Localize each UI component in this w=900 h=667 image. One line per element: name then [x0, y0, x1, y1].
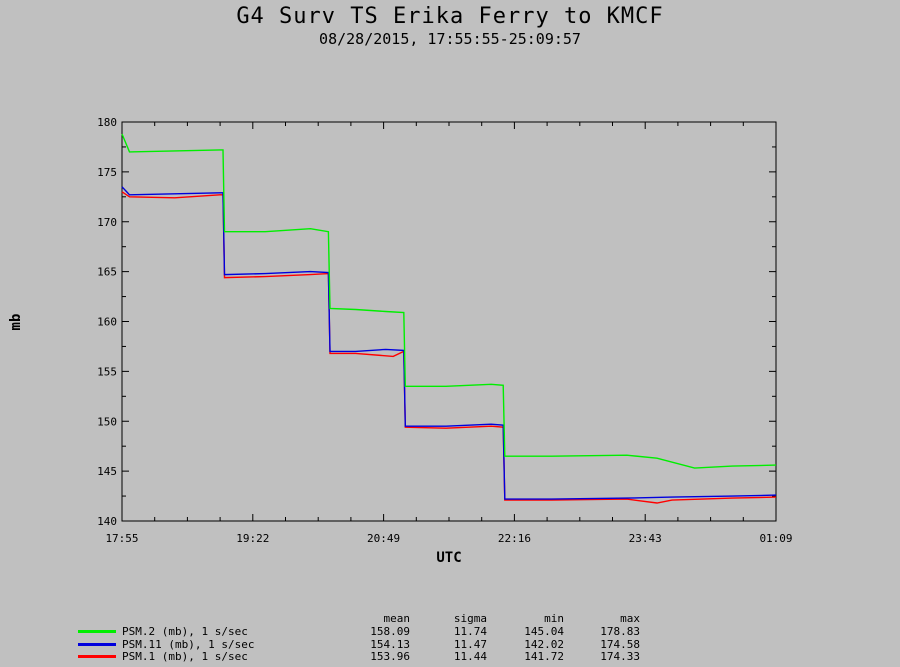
x-tick-label: 22:16	[498, 532, 531, 545]
legend-row: PSM.1 (mb), 1 s/sec 153.96 11.44 141.72 …	[0, 650, 900, 663]
stat-max: 178.83	[600, 625, 640, 638]
line-chart: 140 145 150 155 160 165 170 175 180 17:55 19:22 20:…	[8, 116, 793, 566]
x-tick-label: 19:22	[236, 532, 269, 545]
statistics-legend: mean sigma min max PSM.2 (mb), 1 s/sec 1…	[0, 610, 900, 667]
y-tick-label: 140	[97, 515, 117, 528]
legend-swatch	[78, 643, 116, 646]
series-line	[121, 133, 777, 469]
axes: 140 145 150 155 160 165 170 175 180 17:55 19:22 20:…	[97, 116, 792, 545]
y-tick-label: 165	[97, 266, 117, 279]
legend-label: PSM.1 (mb), 1 s/sec	[122, 650, 248, 663]
y-tick-label: 170	[97, 216, 117, 229]
y-tick-label: 180	[97, 116, 117, 129]
x-tick-label: 23:43	[629, 532, 662, 545]
y-axis-title: mb	[8, 314, 24, 331]
legend-label: PSM.11 (mb), 1 s/sec	[122, 638, 255, 651]
plot-area	[121, 121, 777, 522]
y-tick-label: 160	[97, 316, 117, 329]
legend-label: PSM.2 (mb), 1 s/sec	[122, 625, 248, 638]
legend-swatch	[78, 630, 116, 633]
y-tick-label: 155	[97, 365, 117, 378]
x-tick-label: 01:09	[759, 532, 792, 545]
stat-min: 145.04	[524, 625, 564, 638]
y-tick-label: 145	[97, 465, 117, 478]
stats-header-min: min	[544, 612, 564, 625]
series-line	[121, 186, 777, 500]
stat-sigma: 11.44	[453, 650, 487, 663]
stats-header-mean: mean	[383, 612, 411, 625]
x-tick-label: 17:55	[105, 532, 138, 545]
stat-sigma: 11.74	[453, 625, 487, 638]
chart-subtitle: 08/28/2015, 17:55:55-25:09:57	[319, 30, 581, 48]
legend-swatch	[78, 655, 116, 658]
series-lines	[121, 133, 777, 504]
legend-row: PSM.11 (mb), 1 s/sec 154.13 11.47 142.02…	[0, 638, 900, 651]
stat-min: 142.02	[524, 638, 564, 651]
stat-sigma: 11.47	[453, 638, 487, 651]
chart-title: G4 Surv TS Erika Ferry to KMCF	[236, 4, 664, 29]
stat-min: 141.72	[524, 650, 564, 663]
stat-max: 174.58	[600, 638, 640, 651]
x-axis-title: UTC	[436, 550, 461, 566]
legend-row: PSM.2 (mb), 1 s/sec 158.09 11.74 145.04 …	[0, 625, 900, 638]
stat-mean: 154.13	[370, 638, 410, 651]
stat-max: 174.33	[600, 650, 640, 663]
stats-header-sigma: sigma	[453, 612, 487, 625]
stat-mean: 153.96	[370, 650, 410, 663]
x-tick-label: 20:49	[367, 532, 400, 545]
y-tick-label: 150	[97, 415, 117, 428]
stats-header-max: max	[620, 612, 640, 625]
stat-mean: 158.09	[370, 625, 410, 638]
y-tick-label: 175	[97, 166, 117, 179]
